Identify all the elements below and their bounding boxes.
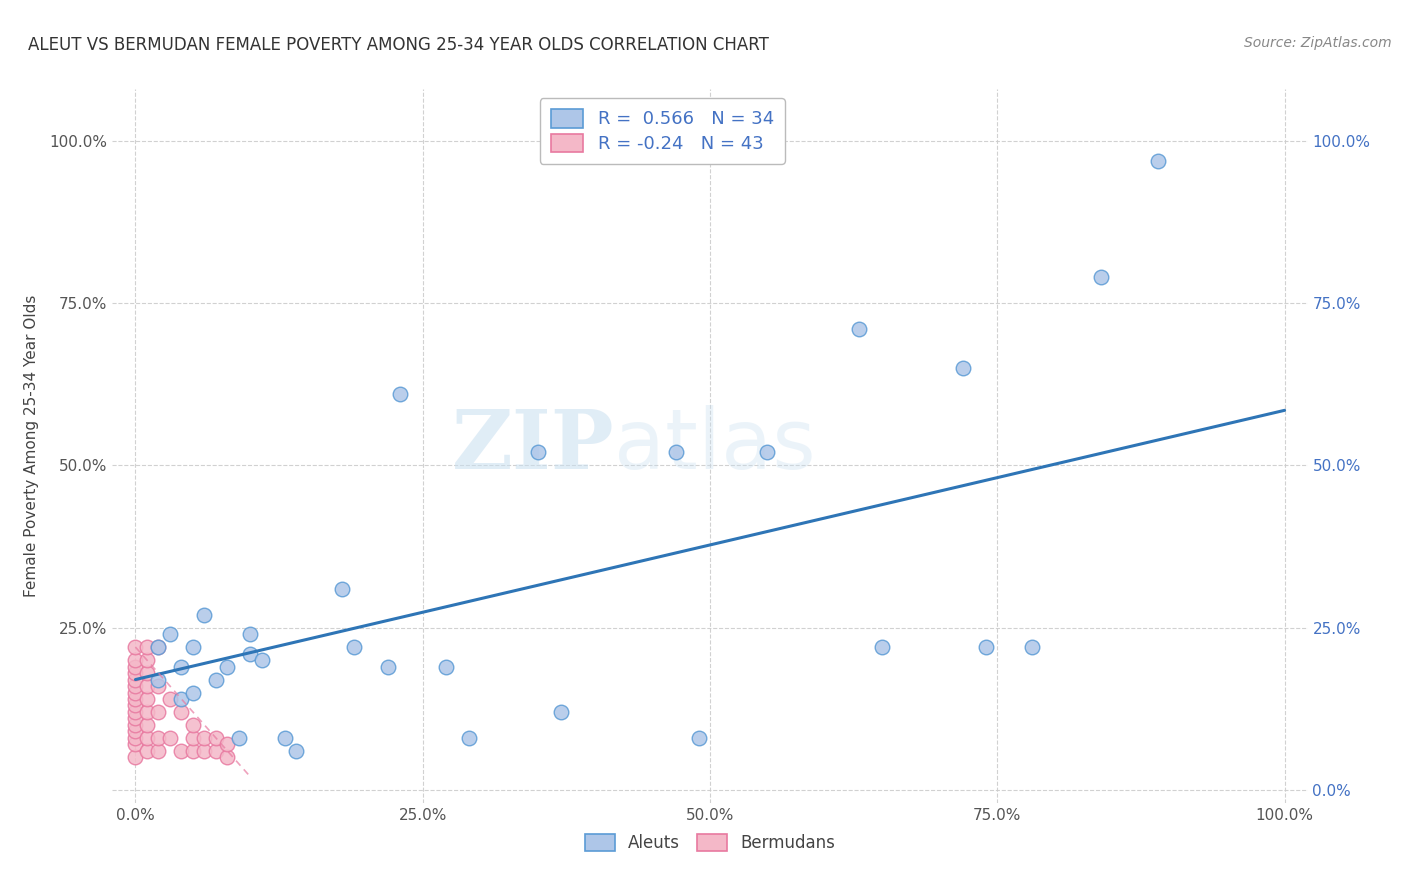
Point xyxy=(148,705,170,719)
Text: Source: ZipAtlas.com: Source: ZipAtlas.com xyxy=(1244,36,1392,50)
Point xyxy=(457,731,479,745)
Point xyxy=(124,738,146,752)
Point xyxy=(136,744,159,758)
Point xyxy=(170,705,193,719)
Point xyxy=(124,659,146,673)
Point xyxy=(124,692,146,706)
Point xyxy=(550,705,572,719)
Point xyxy=(124,673,146,687)
Point xyxy=(136,653,159,667)
Point xyxy=(756,445,779,459)
Point xyxy=(688,731,710,745)
Point xyxy=(136,692,159,706)
Point xyxy=(124,731,146,745)
Point xyxy=(250,653,273,667)
Point xyxy=(952,361,974,376)
Point xyxy=(124,750,146,764)
Point xyxy=(377,659,399,673)
Point xyxy=(193,607,215,622)
Point xyxy=(343,640,366,654)
Point xyxy=(205,744,228,758)
Point xyxy=(124,698,146,713)
Point xyxy=(228,731,250,745)
Point xyxy=(181,640,204,654)
Text: atlas: atlas xyxy=(614,406,815,486)
Point xyxy=(205,673,228,687)
Point xyxy=(181,685,204,699)
Point xyxy=(148,673,170,687)
Point xyxy=(136,718,159,732)
Point xyxy=(193,744,215,758)
Point xyxy=(136,731,159,745)
Point xyxy=(181,744,204,758)
Point xyxy=(124,685,146,699)
Point xyxy=(148,640,170,654)
Point xyxy=(124,640,146,654)
Point xyxy=(1147,153,1170,168)
Text: ZIP: ZIP xyxy=(451,406,614,486)
Legend: Aleuts, Bermudans: Aleuts, Bermudans xyxy=(578,827,842,859)
Point xyxy=(848,322,870,336)
Point xyxy=(124,705,146,719)
Point xyxy=(136,640,159,654)
Point xyxy=(217,738,239,752)
Point xyxy=(136,666,159,681)
Point xyxy=(124,718,146,732)
Point xyxy=(330,582,353,596)
Text: ALEUT VS BERMUDAN FEMALE POVERTY AMONG 25-34 YEAR OLDS CORRELATION CHART: ALEUT VS BERMUDAN FEMALE POVERTY AMONG 2… xyxy=(28,36,769,54)
Point xyxy=(239,627,262,641)
Point xyxy=(526,445,548,459)
Point xyxy=(1090,270,1112,285)
Point xyxy=(170,692,193,706)
Y-axis label: Female Poverty Among 25-34 Year Olds: Female Poverty Among 25-34 Year Olds xyxy=(24,295,38,597)
Point xyxy=(664,445,686,459)
Point xyxy=(181,731,204,745)
Point xyxy=(136,679,159,693)
Point xyxy=(124,724,146,739)
Point xyxy=(148,679,170,693)
Point xyxy=(193,731,215,745)
Point xyxy=(434,659,457,673)
Point xyxy=(124,679,146,693)
Point xyxy=(388,387,411,401)
Point xyxy=(239,647,262,661)
Point xyxy=(159,731,181,745)
Point xyxy=(159,692,181,706)
Point xyxy=(974,640,997,654)
Point xyxy=(872,640,894,654)
Point xyxy=(124,711,146,725)
Point xyxy=(170,744,193,758)
Point xyxy=(148,731,170,745)
Point xyxy=(181,718,204,732)
Point xyxy=(205,731,228,745)
Point xyxy=(1021,640,1043,654)
Point xyxy=(148,744,170,758)
Point xyxy=(217,750,239,764)
Point xyxy=(124,666,146,681)
Point xyxy=(170,659,193,673)
Point xyxy=(217,659,239,673)
Point xyxy=(274,731,297,745)
Point xyxy=(136,705,159,719)
Point xyxy=(148,640,170,654)
Point xyxy=(159,627,181,641)
Point xyxy=(285,744,308,758)
Point xyxy=(124,653,146,667)
